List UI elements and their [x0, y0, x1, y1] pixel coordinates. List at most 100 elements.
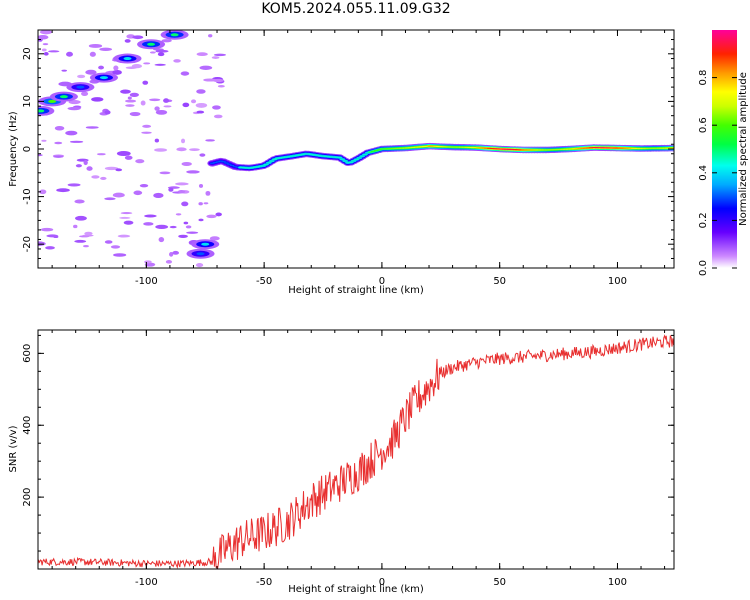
signal-blob-core: [201, 242, 210, 246]
noise-speckle: [181, 201, 189, 207]
noise-speckle: [67, 183, 81, 187]
noise-speckle: [86, 166, 93, 171]
noise-speckle: [104, 166, 119, 171]
noise-speckle: [154, 148, 168, 152]
ridge-segment: [670, 147, 674, 149]
noise-speckle: [129, 92, 139, 97]
bottom-x-tick-label: -100: [135, 577, 158, 588]
noise-speckle: [96, 153, 106, 156]
top-y-tick-label: 20: [22, 47, 33, 60]
noise-speckle: [112, 69, 122, 75]
noise-speckle: [132, 35, 144, 40]
noise-speckle: [181, 138, 186, 144]
noise-speckle: [41, 139, 47, 142]
noise-speckle: [154, 63, 166, 66]
colorbar-label: Normalized spectral amplitude: [738, 72, 749, 226]
signal-blob-core: [170, 33, 179, 37]
noise-speckle: [203, 202, 209, 205]
noise-speckle: [198, 218, 204, 222]
noise-speckle: [185, 225, 192, 229]
noise-speckle: [40, 227, 54, 232]
noise-speckle: [169, 225, 177, 229]
signal-blob-core: [76, 85, 85, 89]
bottom-x-tick-label: 0: [379, 577, 385, 588]
noise-speckle: [68, 100, 81, 105]
noise-speckle: [182, 102, 190, 108]
noise-speckle: [199, 65, 213, 70]
noise-speckle: [38, 34, 49, 40]
noise-speckle: [198, 202, 203, 206]
noise-speckle: [139, 184, 149, 188]
ridge-segment: [263, 163, 269, 166]
noise-speckle: [173, 59, 181, 63]
noise-speckle: [85, 126, 99, 129]
signal-blob-core: [59, 95, 68, 99]
noise-speckle: [116, 150, 131, 157]
noise-speckle: [195, 102, 208, 108]
noise-speckle: [140, 100, 146, 106]
noise-speckle: [206, 214, 217, 219]
noise-speckle: [144, 260, 152, 264]
ridge-segment: [269, 160, 275, 162]
noise-speckle: [42, 43, 49, 46]
noise-speckle: [163, 98, 170, 103]
ridge-segment: [223, 162, 229, 164]
ridge-segment: [359, 155, 365, 157]
noise-speckle: [38, 154, 43, 157]
noise-speckle: [142, 80, 149, 85]
top-x-tick-label: -100: [135, 276, 158, 287]
noise-speckle: [205, 139, 215, 142]
noise-speckle: [183, 221, 189, 225]
top-y-tick-label: -20: [22, 236, 33, 252]
ridge-segment: [342, 160, 348, 162]
noise-speckle: [39, 189, 47, 195]
top-y-tick-label: -10: [22, 188, 33, 204]
noise-speckle: [75, 164, 82, 168]
noise-speckle: [178, 234, 188, 239]
signal-blob-core: [38, 109, 45, 113]
signal-blob-core: [123, 57, 132, 61]
noise-speckle: [73, 224, 78, 229]
ridge-segment: [351, 160, 357, 162]
top-y-axis-label: Frequency (Hz): [8, 111, 19, 187]
colorbar-tick-label: 0.4: [698, 165, 709, 181]
signal-blob-core: [196, 252, 205, 256]
noise-speckle: [89, 51, 96, 57]
colorbar-tick-label: 0.2: [698, 212, 709, 228]
noise-speckle: [123, 220, 134, 225]
noise-speckle: [199, 153, 206, 157]
noise-speckle: [141, 131, 152, 134]
noise-speckle: [91, 175, 100, 179]
noise-speckle: [40, 30, 52, 35]
colorbar-tick-label: 0.6: [698, 117, 709, 133]
noise-speckle: [215, 212, 222, 217]
noise-speckle: [45, 246, 55, 250]
noise-speckle: [104, 110, 111, 115]
noise-speckle: [208, 34, 213, 38]
noise-speckle: [175, 182, 189, 186]
top-y-tick-label: 0: [22, 146, 33, 152]
noise-speckle: [83, 244, 89, 248]
noise-speckle: [112, 192, 125, 198]
noise-speckle: [186, 231, 199, 234]
ridge-segment: [266, 162, 272, 164]
noise-speckle: [181, 161, 192, 166]
noise-speckle: [120, 212, 133, 215]
noise-speckle: [177, 189, 186, 194]
noise-speckle: [149, 98, 161, 102]
ridge-segment: [271, 158, 277, 160]
bottom-y-tick-label: 400: [22, 416, 33, 435]
noise-speckle: [88, 43, 103, 48]
noise-speckle: [165, 260, 173, 264]
noise-speckle: [81, 91, 89, 97]
noise-speckle: [155, 109, 168, 115]
noise-speckle: [186, 170, 200, 174]
noise-speckle: [104, 240, 113, 244]
noise-speckle: [196, 52, 208, 56]
ridge-segment: [260, 165, 266, 167]
noise-speckle: [65, 130, 78, 136]
noise-speckle: [217, 84, 225, 88]
